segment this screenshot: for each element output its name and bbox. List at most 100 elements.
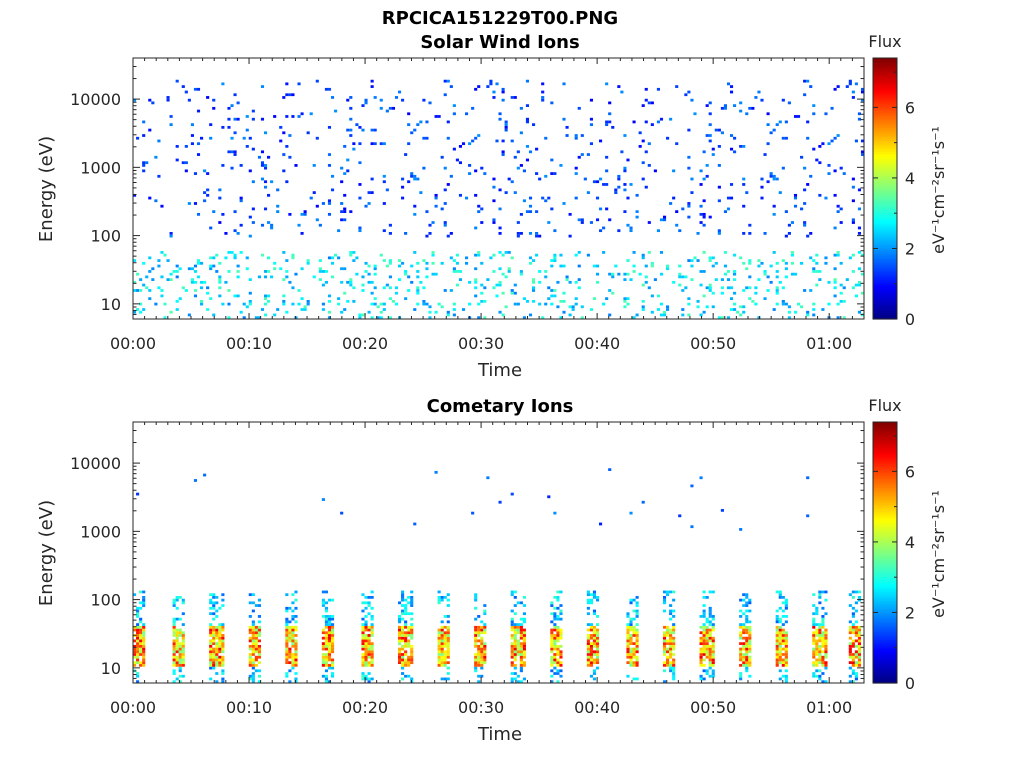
spectrogram-cell xyxy=(553,612,557,616)
spectrogram-cell xyxy=(181,661,185,665)
spectrogram-cell xyxy=(260,164,265,167)
spectrogram-cell xyxy=(221,625,225,629)
spectrogram-cell xyxy=(361,639,365,643)
spectrogram-cell xyxy=(440,677,444,681)
spectrogram-cell xyxy=(595,642,600,645)
spectrogram-cell xyxy=(818,661,822,665)
spectrogram-cell xyxy=(410,623,414,626)
spectrogram-cell xyxy=(553,606,557,610)
spectrogram-cell xyxy=(708,653,712,656)
colorbar-segment xyxy=(873,498,897,501)
spectrogram-cell xyxy=(434,204,438,208)
spectrogram-cell xyxy=(851,270,855,273)
spectrogram-cell xyxy=(218,636,222,640)
spectrogram-cell xyxy=(851,655,855,659)
spectrogram-cell xyxy=(592,644,597,648)
colorbar-tick-label: 4 xyxy=(905,169,915,188)
spectrogram-cell xyxy=(507,177,511,181)
spectrogram-cell xyxy=(480,661,484,665)
colorbar-segment xyxy=(873,290,897,294)
spectrogram-cell xyxy=(175,655,179,659)
spectrogram-cell xyxy=(669,669,673,673)
spectrogram-cell xyxy=(367,650,371,654)
spectrogram-cell xyxy=(860,153,865,156)
spectrogram-cell xyxy=(181,663,185,667)
spectrogram-cell xyxy=(595,658,600,662)
spectrogram-cell xyxy=(592,669,597,673)
spectrogram-cell xyxy=(857,639,862,643)
spectrogram-cell xyxy=(397,628,402,632)
spectrogram-cell xyxy=(136,631,140,635)
spectrogram-cell xyxy=(215,653,219,656)
spectrogram-cell xyxy=(824,650,828,654)
spectrogram-cell xyxy=(586,598,590,602)
spectrogram-cell xyxy=(559,299,563,303)
spectrogram-cell xyxy=(288,280,292,284)
spectrogram-cell xyxy=(206,172,210,175)
spectrogram-cell xyxy=(711,625,715,629)
spectrogram-cell xyxy=(699,674,703,678)
spectrogram-cell xyxy=(136,634,140,637)
spectrogram-cell xyxy=(212,639,216,643)
spectrogram-cell xyxy=(452,308,456,311)
spectrogram-cell xyxy=(559,674,563,678)
spectrogram-cell xyxy=(513,663,517,667)
spectrogram-cell xyxy=(474,655,478,659)
spectrogram-cell xyxy=(480,642,484,645)
spectrogram-cell xyxy=(209,297,213,301)
spectrogram-cell xyxy=(236,294,240,298)
spectrogram-cell xyxy=(650,264,654,268)
spectrogram-cell xyxy=(370,85,374,88)
spectrogram-cell xyxy=(729,308,734,311)
spectrogram-cell xyxy=(608,120,612,124)
spectrogram-cell xyxy=(312,191,316,194)
spectrogram-cell xyxy=(720,286,724,290)
spectrogram-cell xyxy=(203,199,207,203)
spectrogram-cell xyxy=(160,294,164,298)
spectrogram-cell xyxy=(708,612,712,616)
spectrogram-cell xyxy=(702,615,706,618)
spectrogram-cell xyxy=(812,617,816,621)
spectrogram-cell xyxy=(748,636,752,640)
spectrogram-cell xyxy=(742,642,746,645)
spectrogram-cell xyxy=(818,193,822,197)
spectrogram-cell xyxy=(133,663,137,667)
spectrogram-cell xyxy=(151,101,155,105)
spectrogram-cell xyxy=(172,669,176,673)
spectrogram-cell xyxy=(294,680,298,684)
spectrogram-cell xyxy=(136,612,140,616)
spectrogram-cell xyxy=(397,647,402,651)
spectrogram-cell xyxy=(215,601,219,605)
colorbar-segment xyxy=(873,445,897,449)
spectrogram-cell xyxy=(239,196,243,200)
spectrogram-cell xyxy=(550,680,554,684)
spectrogram-cell xyxy=(364,601,368,605)
spectrogram-cell xyxy=(641,139,645,143)
spectrogram-cell xyxy=(815,644,819,648)
spectrogram-cell xyxy=(245,256,249,260)
spectrogram-cell xyxy=(178,666,182,670)
spectrogram-cell xyxy=(519,642,523,645)
spectrogram-cell xyxy=(206,308,210,311)
spectrogram-cell xyxy=(404,620,408,624)
spectrogram-cell xyxy=(589,623,593,626)
x-tick-label: 00:50 xyxy=(690,698,736,717)
spectrogram-cell xyxy=(854,283,858,287)
spectrogram-cell xyxy=(629,278,633,281)
spectrogram-cell xyxy=(666,655,670,659)
spectrogram-cell xyxy=(498,280,502,284)
spectrogram-cell xyxy=(257,604,261,607)
spectrogram-cell xyxy=(629,642,633,645)
spectrogram-cell xyxy=(629,663,633,667)
spectrogram-cell xyxy=(474,596,478,599)
spectrogram-cell xyxy=(775,617,779,621)
spectrogram-cell xyxy=(221,661,225,665)
spectrogram-cell xyxy=(559,164,563,167)
spectrogram-cell xyxy=(608,468,612,471)
spectrogram-cell xyxy=(586,661,590,665)
spectrogram-cell xyxy=(394,291,399,295)
spectrogram-cell xyxy=(446,639,450,643)
spectrogram-cell xyxy=(349,278,353,281)
spectrogram-cell xyxy=(516,642,520,645)
spectrogram-cell xyxy=(589,598,593,602)
